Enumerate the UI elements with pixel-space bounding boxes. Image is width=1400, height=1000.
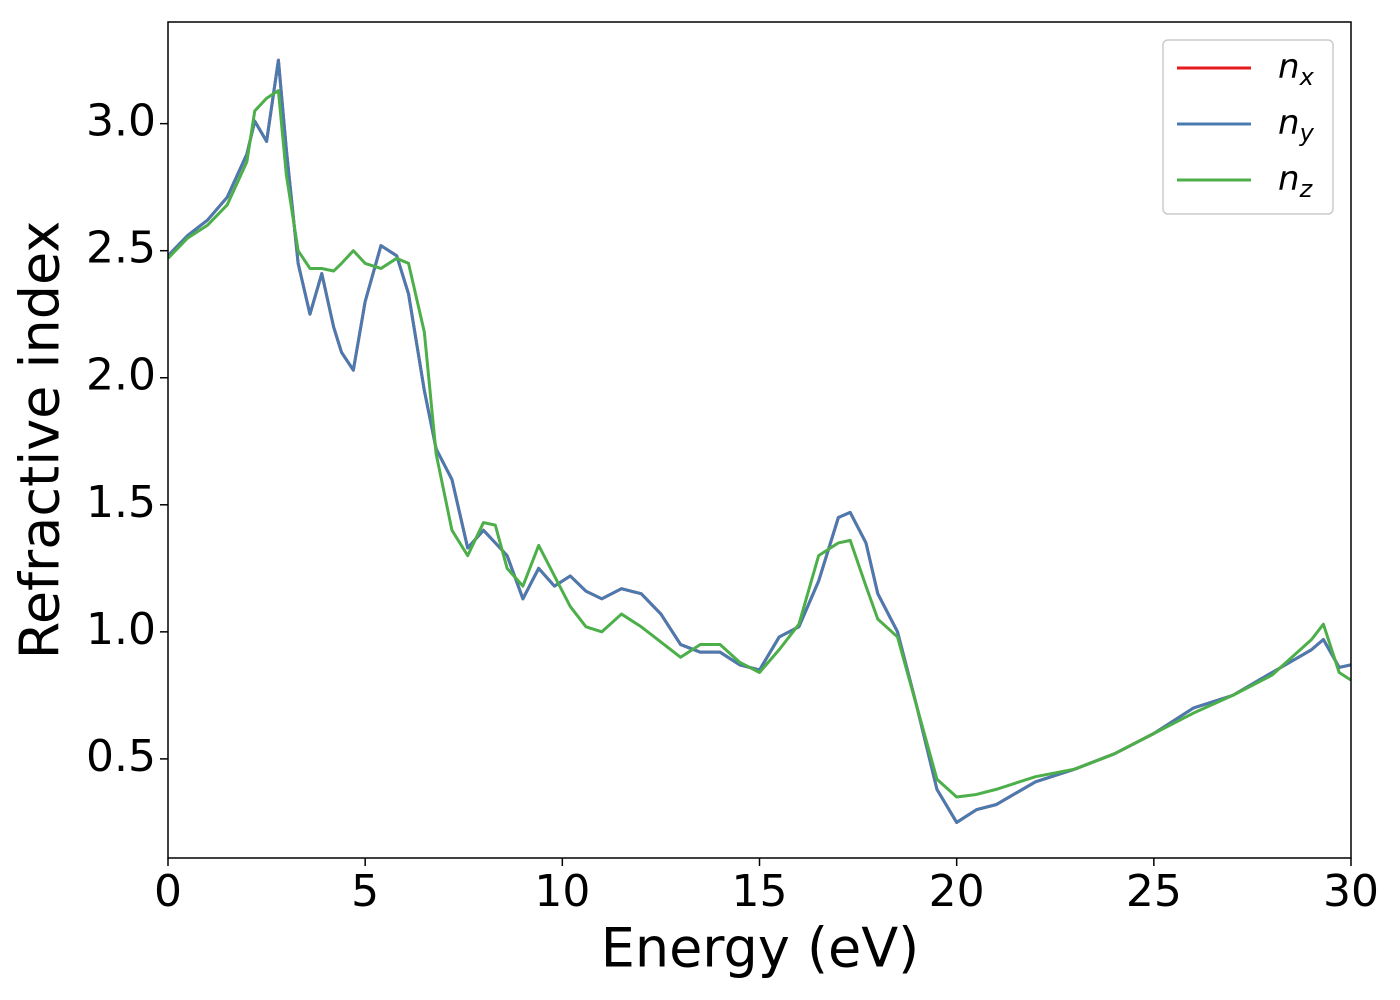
x-tick-label: 15 (732, 866, 788, 917)
y-tick-label: 2.0 (86, 350, 156, 401)
y-tick-label: 2.5 (86, 223, 156, 274)
series-line (168, 89, 1351, 799)
y-tick-label: 3.0 (86, 96, 156, 147)
y-axis-label: Refractive index (9, 221, 72, 660)
x-axis-label: Energy (eV) (601, 917, 920, 980)
y-tick-label: 1.5 (86, 477, 156, 528)
x-tick-label: 20 (929, 866, 985, 917)
y-tick-label: 0.5 (86, 731, 156, 782)
x-tick-label: 30 (1323, 866, 1379, 917)
x-tick-label: 0 (154, 866, 182, 917)
x-tick-label: 10 (534, 866, 590, 917)
legend-box (1162, 39, 1334, 215)
legend-label: nz (1278, 159, 1314, 204)
legend-label: nx (1278, 47, 1315, 92)
x-tick-label: 25 (1126, 866, 1182, 917)
series-line (168, 58, 1351, 824)
y-tick-label: 1.0 (86, 604, 156, 655)
x-tick-label: 5 (351, 866, 379, 917)
plot-frame (167, 21, 1352, 859)
legend-label: ny (1278, 103, 1315, 148)
